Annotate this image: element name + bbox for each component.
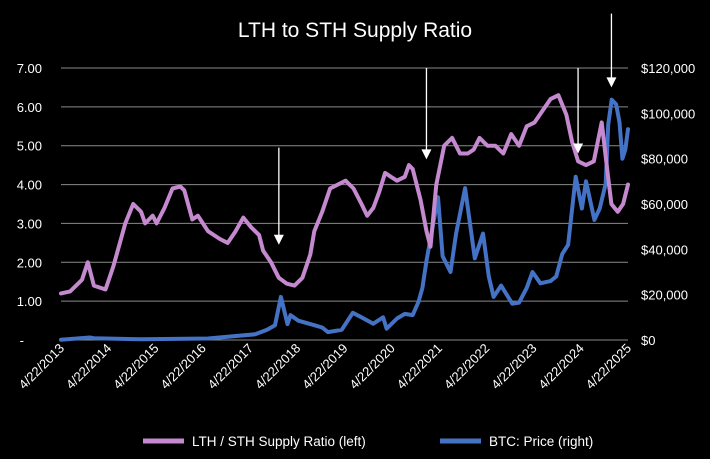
series-line-btc [59, 97, 630, 342]
annotation-arrow-head [606, 77, 617, 88]
right-tick-label: $80,000 [641, 152, 688, 167]
left-tick-label: 7.00 [17, 61, 42, 76]
left-tick-label: 5.00 [17, 139, 42, 154]
series-line-lth-sth [59, 93, 630, 296]
left-tick-label: 2.00 [17, 255, 42, 270]
annotation-arrow-head [573, 143, 584, 154]
left-axis-ticks: - 1.00 2.00 3.00 4.00 5.00 6.00 7.00 [17, 61, 42, 348]
right-tick-label: $40,000 [641, 242, 688, 257]
chart-title: LTH to STH Supply Ratio [238, 19, 472, 42]
legend: LTH / STH Supply Ratio (left) BTC: Price… [143, 434, 593, 449]
legend-label-lth-sth: LTH / STH Supply Ratio (left) [192, 434, 366, 449]
left-tick-label: 1.00 [17, 294, 42, 309]
left-tick-label: - [20, 333, 24, 348]
left-tick-label: 6.00 [17, 100, 42, 115]
annotation-arrow-head [273, 234, 284, 245]
left-tick-label: 4.00 [17, 178, 42, 193]
right-axis-ticks: $0 $20,000 $40,000 $60,000 $80,000 $100,000 $1… [641, 61, 695, 348]
annotation-arrows [273, 13, 617, 245]
right-tick-label: $0 [641, 333, 655, 348]
series-layer [59, 93, 630, 342]
right-tick-label: $60,000 [641, 197, 688, 212]
annotation-arrow-head [421, 149, 432, 160]
right-tick-label: $100,000 [641, 106, 695, 121]
right-tick-label: $120,000 [641, 61, 695, 76]
left-tick-label: 3.00 [17, 216, 42, 231]
right-tick-label: $20,000 [641, 288, 688, 303]
legend-label-btc: BTC: Price (right) [489, 434, 593, 449]
